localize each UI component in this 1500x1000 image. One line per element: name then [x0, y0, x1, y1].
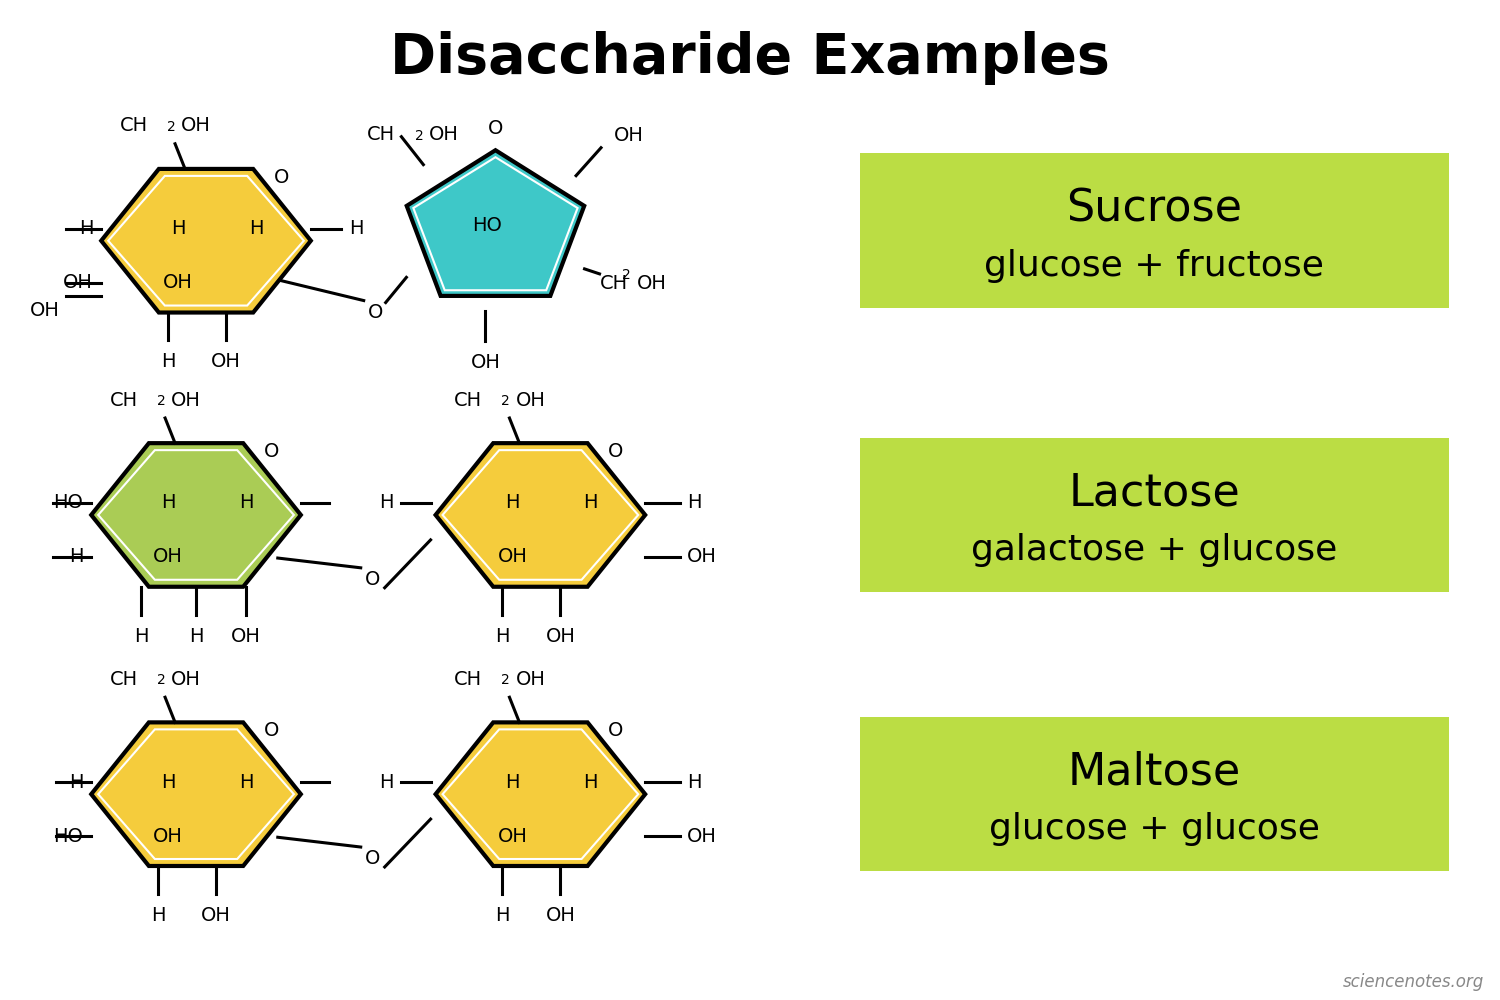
Text: OH: OH [546, 906, 576, 925]
Text: OH: OH [498, 547, 528, 566]
Text: Disaccharide Examples: Disaccharide Examples [390, 31, 1110, 85]
Text: OH: OH [153, 547, 183, 566]
Text: 2: 2 [622, 268, 632, 282]
Text: OH: OH [429, 125, 459, 144]
Text: O: O [608, 442, 624, 461]
Text: OH: OH [546, 627, 576, 646]
Text: H: H [495, 627, 510, 646]
Text: H: H [506, 773, 519, 792]
Text: O: O [608, 721, 624, 740]
Polygon shape [406, 150, 584, 296]
Text: 2: 2 [416, 129, 424, 143]
Polygon shape [92, 722, 302, 866]
Text: 2: 2 [501, 394, 510, 408]
Text: OH: OH [30, 301, 60, 320]
Polygon shape [435, 443, 645, 587]
Text: OH: OH [516, 670, 546, 689]
Text: OH: OH [153, 827, 183, 846]
Text: O: O [264, 442, 279, 461]
FancyBboxPatch shape [859, 153, 1449, 308]
Text: 2: 2 [158, 394, 166, 408]
Text: Sucrose: Sucrose [1066, 187, 1242, 230]
Polygon shape [92, 443, 302, 587]
Text: O: O [364, 570, 381, 589]
Text: H: H [189, 627, 204, 646]
Text: Maltose: Maltose [1068, 751, 1240, 794]
Text: H: H [152, 906, 165, 925]
Text: H: H [348, 219, 363, 238]
Text: HO: HO [472, 216, 502, 235]
Text: O: O [364, 850, 381, 868]
Text: H: H [238, 493, 254, 512]
FancyBboxPatch shape [859, 717, 1449, 871]
Text: H: H [506, 493, 519, 512]
Text: HO: HO [54, 493, 82, 512]
Text: H: H [380, 773, 393, 792]
Text: CH: CH [600, 274, 627, 293]
Text: Lactose: Lactose [1068, 472, 1240, 515]
Text: O: O [274, 168, 290, 187]
Text: H: H [380, 493, 393, 512]
Text: H: H [687, 773, 702, 792]
Text: H: H [495, 906, 510, 925]
Text: CH: CH [454, 670, 483, 689]
Text: H: H [160, 773, 176, 792]
Text: glucose + glucose: glucose + glucose [988, 812, 1320, 846]
Polygon shape [435, 722, 645, 866]
Text: OH: OH [498, 827, 528, 846]
Text: O: O [368, 303, 384, 322]
Text: sciencenotes.org: sciencenotes.org [1342, 973, 1484, 991]
Text: H: H [134, 627, 148, 646]
Text: OH: OH [614, 126, 644, 145]
Text: CH: CH [110, 391, 138, 410]
Text: O: O [488, 119, 502, 138]
Text: H: H [69, 547, 82, 566]
Text: OH: OH [231, 627, 261, 646]
Text: OH: OH [211, 352, 242, 371]
Text: OH: OH [687, 827, 717, 846]
Text: OH: OH [164, 273, 194, 292]
Text: CH: CH [120, 116, 148, 135]
Text: OH: OH [63, 273, 93, 292]
Text: 2: 2 [158, 673, 166, 687]
Text: H: H [160, 493, 176, 512]
Text: H: H [160, 352, 176, 371]
Text: OH: OH [171, 391, 201, 410]
Text: OH: OH [687, 547, 717, 566]
Text: OH: OH [636, 274, 666, 293]
Text: H: H [584, 773, 597, 792]
Text: OH: OH [171, 670, 201, 689]
Text: galactose + glucose: galactose + glucose [970, 533, 1338, 567]
Text: O: O [264, 721, 279, 740]
Text: H: H [249, 219, 262, 238]
Text: OH: OH [182, 116, 212, 135]
Text: CH: CH [454, 391, 483, 410]
Text: HO: HO [54, 827, 82, 846]
Text: H: H [584, 493, 597, 512]
Polygon shape [100, 169, 310, 313]
Text: H: H [238, 773, 254, 792]
Text: CH: CH [368, 125, 396, 144]
Text: H: H [171, 219, 186, 238]
Text: 2: 2 [501, 673, 510, 687]
Text: 2: 2 [166, 120, 176, 134]
Text: glucose + fructose: glucose + fructose [984, 249, 1324, 283]
Text: OH: OH [201, 906, 231, 925]
Text: H: H [687, 493, 702, 512]
Text: CH: CH [110, 670, 138, 689]
FancyBboxPatch shape [859, 438, 1449, 592]
Text: H: H [69, 773, 82, 792]
Text: H: H [78, 219, 93, 238]
Text: OH: OH [471, 353, 501, 372]
Text: OH: OH [516, 391, 546, 410]
